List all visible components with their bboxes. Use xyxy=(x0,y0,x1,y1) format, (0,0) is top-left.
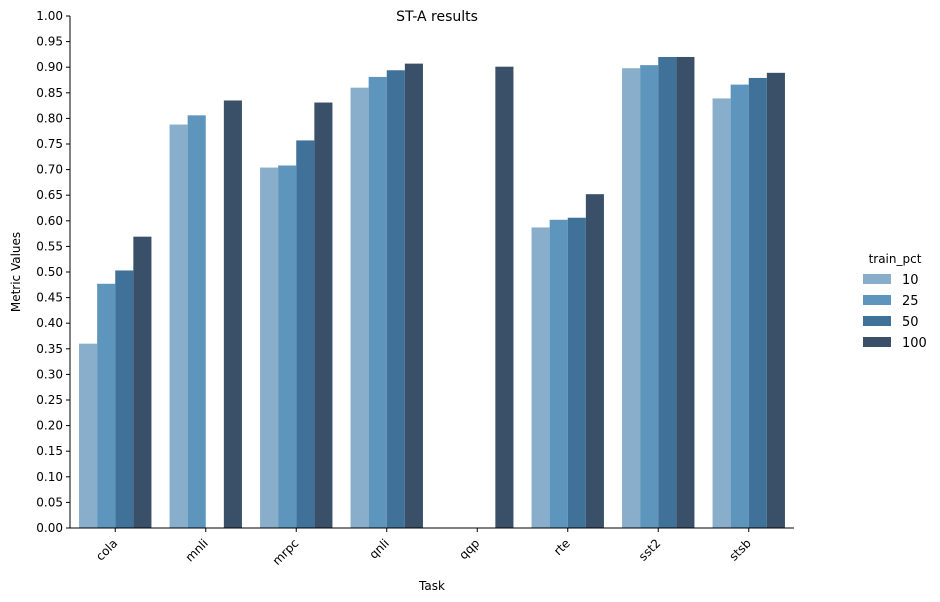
bar-stsb-50 xyxy=(748,77,767,528)
x-tick-label-qnli: qnli xyxy=(366,536,391,561)
legend-label-10: 10 xyxy=(902,273,919,288)
y-tick-label: 0.20 xyxy=(36,419,63,433)
bar-qnli-100 xyxy=(404,63,423,529)
bar-qqp-100 xyxy=(495,66,514,528)
bar-qnli-10 xyxy=(350,87,369,529)
y-tick-label: 0.45 xyxy=(36,291,63,305)
y-tick-label: 0.70 xyxy=(36,163,63,177)
bar-mnli-10 xyxy=(169,124,188,528)
bar-cola-50 xyxy=(115,270,134,528)
legend-title: train_pct xyxy=(869,252,922,266)
bar-sst2-25 xyxy=(640,65,659,529)
bar-mnli-25 xyxy=(187,115,206,528)
y-axis-label: Metric Values xyxy=(9,232,23,312)
chart-title: ST-A results xyxy=(396,9,478,25)
bar-mrpc-50 xyxy=(296,140,315,529)
legend-swatch-10 xyxy=(863,274,891,284)
y-tick-label: 0.25 xyxy=(36,393,63,407)
bar-mrpc-10 xyxy=(260,167,279,529)
bar-rte-25 xyxy=(549,219,568,528)
x-tick-label-mnli: mnli xyxy=(183,536,211,564)
bar-cola-100 xyxy=(133,236,152,529)
y-tick-label: 0.30 xyxy=(36,367,63,381)
bar-rte-50 xyxy=(567,217,586,529)
y-tick-label: 0.95 xyxy=(36,35,63,49)
legend-swatch-25 xyxy=(863,295,891,305)
bar-sst2-50 xyxy=(658,56,677,529)
bar-qnli-25 xyxy=(368,76,387,529)
y-tick-label: 0.50 xyxy=(36,265,63,279)
legend-label-25: 25 xyxy=(902,294,919,309)
x-tick-label-sst2: sst2 xyxy=(636,536,663,563)
bar-rte-100 xyxy=(585,194,604,528)
x-axis-label: Task xyxy=(418,579,445,593)
y-axis: 0.00 0.05 0.10 0.15 0.20 0.25 0.30 0.35 0.40 0.45… xyxy=(36,9,71,535)
y-tick-label: 0.10 xyxy=(36,470,63,484)
y-tick-label: 0.80 xyxy=(36,111,63,125)
y-tick-label: 0.75 xyxy=(36,137,63,151)
bar-sst2-10 xyxy=(622,68,641,528)
y-tick-label: 0.40 xyxy=(36,316,63,330)
x-tick-label-cola: cola xyxy=(93,536,120,563)
bar-mrpc-25 xyxy=(278,165,297,528)
y-tick-label: 0.55 xyxy=(36,239,63,253)
bars-layer xyxy=(79,56,785,529)
x-tick-label-mrpc: mrpc xyxy=(270,536,302,568)
bar-cola-10 xyxy=(79,343,98,528)
y-tick-label: 0.35 xyxy=(36,342,63,356)
bar-stsb-10 xyxy=(712,98,731,529)
y-tick-label: 0.65 xyxy=(36,188,63,202)
legend-label-50: 50 xyxy=(902,315,919,330)
y-tick-label: 0.15 xyxy=(36,444,63,458)
x-tick-label-rte: rte xyxy=(551,536,573,558)
y-tick-label: 0.90 xyxy=(36,60,63,74)
bar-cola-25 xyxy=(97,283,116,528)
bar-rte-10 xyxy=(531,227,550,528)
bar-stsb-25 xyxy=(730,84,749,529)
y-tick-label: 0.00 xyxy=(36,521,63,535)
bar-stsb-100 xyxy=(766,72,785,528)
bar-qnli-50 xyxy=(386,70,405,529)
legend: train_pct 10 25 50 100 xyxy=(863,252,927,351)
y-tick-label: 1.00 xyxy=(36,9,63,23)
bar-mnli-100 xyxy=(223,100,242,528)
x-tick-label-stsb: stsb xyxy=(726,536,753,563)
x-tick-label-qqp: qqp xyxy=(456,536,482,562)
legend-swatch-100 xyxy=(863,337,891,347)
bar-mrpc-100 xyxy=(314,102,333,528)
y-tick-label: 0.05 xyxy=(36,495,63,509)
bar-sst2-100 xyxy=(676,56,695,529)
x-axis: cola mnli mrpc qnli qqp rte sst2 stsb xyxy=(70,527,794,568)
legend-label-100: 100 xyxy=(902,336,927,351)
legend-swatch-50 xyxy=(863,316,891,326)
y-tick-label: 0.85 xyxy=(36,86,63,100)
y-tick-label: 0.60 xyxy=(36,214,63,228)
